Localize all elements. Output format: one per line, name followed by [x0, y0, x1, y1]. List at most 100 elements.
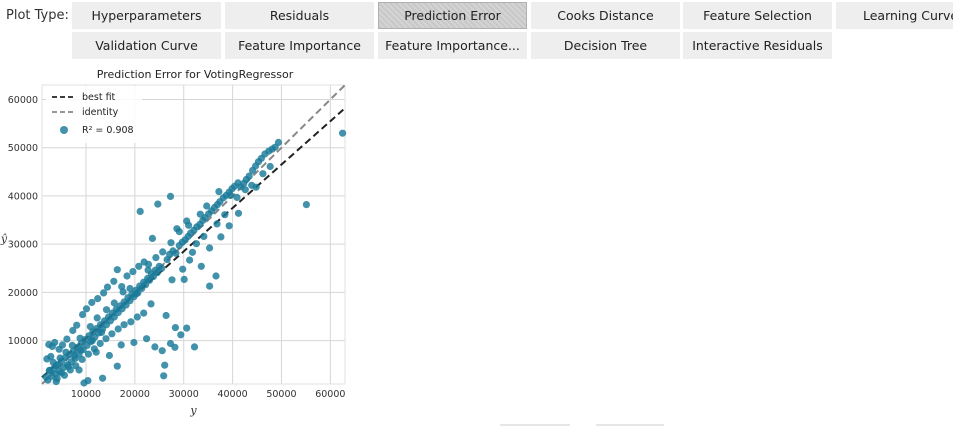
- x-tick-label: 60000: [315, 389, 345, 400]
- data-point: [133, 313, 141, 321]
- data-point: [206, 282, 214, 290]
- data-point: [79, 311, 87, 319]
- data-point: [105, 351, 113, 360]
- data-point: [82, 305, 91, 313]
- data-point: [266, 162, 274, 171]
- prediction-error-chart: Prediction Error for VotingRegressor 100…: [0, 62, 360, 426]
- data-point: [192, 240, 200, 248]
- data-point: [206, 244, 214, 252]
- data-point: [135, 262, 143, 270]
- legend-identity-label: identity: [82, 107, 119, 118]
- data-point: [172, 249, 180, 257]
- plot-type-learning-curve-button[interactable]: Learning Curve: [836, 2, 953, 29]
- data-point: [162, 311, 170, 320]
- data-point: [77, 346, 85, 354]
- data-point: [114, 325, 122, 333]
- data-point: [177, 331, 185, 339]
- data-point: [99, 374, 107, 382]
- plot-type-cooks-distance-button[interactable]: Cooks Distance: [531, 2, 680, 29]
- data-point: [88, 298, 96, 307]
- data-point: [227, 191, 235, 199]
- data-point: [73, 321, 81, 329]
- data-point: [147, 300, 155, 308]
- data-point: [148, 234, 156, 242]
- x-axis-label: y: [189, 404, 197, 417]
- data-point: [203, 202, 211, 210]
- data-point: [171, 324, 179, 332]
- x-tick-label: 20000: [120, 389, 150, 400]
- data-point: [225, 222, 233, 230]
- x-tick-label: 50000: [266, 389, 296, 400]
- x-tick-label: 10000: [71, 389, 101, 400]
- legend-r2-label: R² = 0.908: [82, 125, 134, 136]
- data-point: [110, 277, 118, 285]
- data-point: [102, 306, 111, 314]
- data-point: [57, 369, 66, 377]
- data-point: [245, 172, 253, 180]
- data-point: [117, 341, 125, 349]
- plot-type-validation-curve-button[interactable]: Validation Curve: [72, 32, 221, 59]
- legend-r2-marker: [60, 126, 68, 134]
- data-point: [136, 207, 144, 215]
- data-point: [113, 266, 121, 274]
- data-point: [132, 290, 140, 298]
- data-point: [119, 288, 127, 296]
- data-point: [130, 338, 138, 347]
- data-point: [71, 352, 79, 360]
- plot-frame: [41, 84, 346, 385]
- data-point: [158, 347, 166, 355]
- data-point: [152, 254, 160, 262]
- data-point: [186, 256, 194, 264]
- data-point: [197, 262, 205, 270]
- y-axis-label: ŷ: [0, 233, 8, 246]
- data-point: [93, 314, 101, 322]
- data-point: [88, 337, 96, 345]
- data-point: [68, 341, 76, 349]
- data-point: [153, 269, 161, 277]
- data-point: [103, 283, 112, 291]
- plot-type-feature-importance-button[interactable]: Feature Importance: [225, 32, 374, 59]
- data-point: [167, 239, 175, 247]
- data-point: [92, 348, 100, 356]
- data-point: [123, 272, 131, 280]
- data-point: [98, 328, 106, 336]
- data-point: [64, 363, 72, 371]
- data-point: [188, 248, 197, 256]
- x-tick-label: 30000: [169, 389, 199, 400]
- data-point: [102, 335, 110, 343]
- data-point: [180, 275, 188, 283]
- data-point: [221, 211, 229, 219]
- data-point: [302, 201, 310, 209]
- y-tick-label: 30000: [8, 240, 38, 251]
- x-tick-label: 40000: [217, 389, 247, 400]
- data-point: [126, 284, 134, 293]
- data-point: [75, 366, 83, 374]
- data-point: [100, 289, 108, 297]
- data-point: [175, 228, 183, 236]
- data-point: [183, 324, 191, 332]
- plot-type-feature-selection-button[interactable]: Feature Selection: [683, 2, 832, 29]
- data-point: [108, 330, 116, 338]
- plot-type-feature-importance-all-button[interactable]: Feature Importance...: [378, 32, 527, 59]
- data-point: [166, 192, 175, 200]
- data-point: [339, 129, 347, 137]
- plot-type-toggle-group: Hyperparameters Residuals Prediction Err…: [72, 2, 953, 62]
- data-point: [129, 268, 137, 276]
- data-point: [76, 334, 84, 342]
- data-point: [171, 343, 179, 351]
- data-point: [144, 266, 152, 274]
- y-tick-label: 40000: [8, 191, 38, 202]
- data-point: [179, 265, 187, 273]
- scroll-indicator-right: [596, 424, 664, 426]
- plot-type-decision-tree-button[interactable]: Decision Tree: [531, 32, 680, 59]
- plot-type-interactive-residuals-button[interactable]: Interactive Residuals: [683, 32, 832, 59]
- data-point: [159, 248, 167, 256]
- data-point: [127, 318, 135, 326]
- data-point: [63, 335, 71, 343]
- plot-type-hyperparameters-button[interactable]: Hyperparameters: [72, 2, 221, 29]
- data-point: [154, 200, 162, 208]
- plot-type-prediction-error-button[interactable]: Prediction Error: [378, 2, 527, 29]
- data-point: [86, 323, 94, 331]
- plot-type-residuals-button[interactable]: Residuals: [225, 2, 374, 29]
- legend-best-fit-label: best fit: [82, 92, 116, 103]
